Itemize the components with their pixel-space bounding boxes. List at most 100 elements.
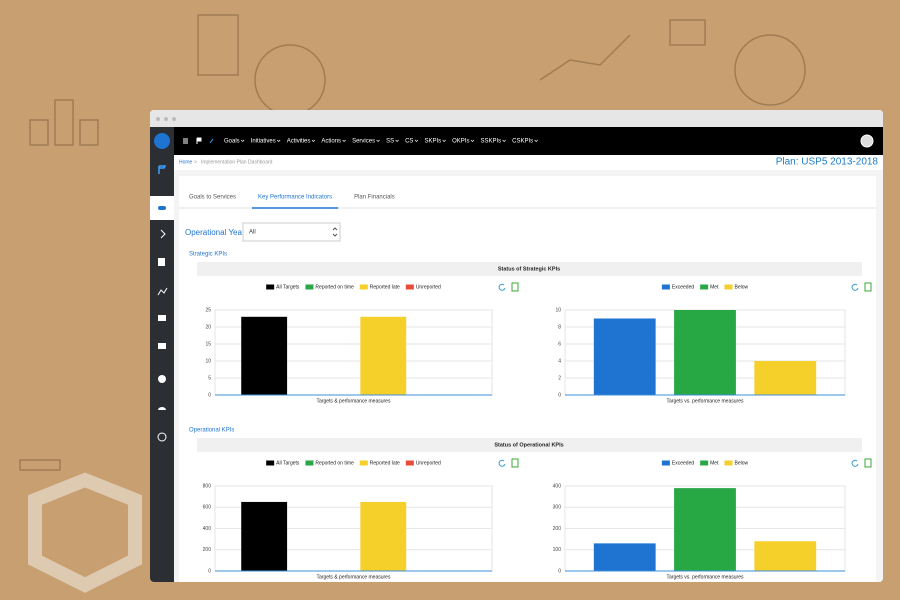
sidebar-icon[interactable] <box>158 315 166 321</box>
bar <box>360 501 407 571</box>
panel-title: Status of Strategic KPIs <box>498 266 560 272</box>
navbar <box>150 127 883 155</box>
nav-item[interactable]: CSKPIs <box>512 139 533 145</box>
nav-item[interactable]: Initiatives <box>251 139 276 145</box>
nav-caret <box>376 139 380 142</box>
y-tick-label: 600 <box>203 505 212 511</box>
legend-label: Unreported <box>416 284 441 290</box>
tab[interactable]: Plan Financials <box>354 195 395 201</box>
nav-item[interactable]: Services <box>352 139 375 145</box>
export-icon[interactable] <box>864 282 872 292</box>
export-icon[interactable] <box>511 458 519 468</box>
y-tick-label: 5 <box>208 375 211 381</box>
nav-caret <box>414 139 419 142</box>
sidebar-icon[interactable] <box>158 343 166 349</box>
legend-swatch <box>359 284 368 290</box>
refresh-icon[interactable] <box>498 459 506 467</box>
nav-item[interactable]: Activities <box>287 139 311 145</box>
legend-swatch <box>266 284 275 290</box>
nav-caret <box>311 139 316 142</box>
y-tick-label: 0 <box>208 392 211 398</box>
bar <box>754 541 817 571</box>
legend-label: Reported late <box>370 460 400 466</box>
legend: All Targets Reported on time Reported late… <box>266 284 441 290</box>
legend-label: All Targets <box>276 460 300 466</box>
legend-swatch <box>661 284 670 290</box>
tabs: Goals to Services Key Performance Indicat… <box>189 195 395 209</box>
y-tick-label: 8 <box>558 324 561 330</box>
legend-swatch <box>724 284 733 290</box>
legend-label: Below <box>734 460 748 466</box>
y-tick-label: 6 <box>558 341 561 347</box>
nav-item[interactable]: OKPIs <box>452 139 469 145</box>
tab[interactable]: Goals to Services <box>189 195 236 201</box>
logo-watermark <box>28 472 142 593</box>
legend-swatch <box>661 460 670 466</box>
nav-item[interactable]: Goals <box>224 139 240 145</box>
legend-swatch <box>266 460 275 466</box>
flag-icon[interactable] <box>196 137 202 144</box>
sidebar-icon[interactable] <box>158 165 167 174</box>
sidebar-icon[interactable] <box>158 258 165 266</box>
y-tick-label: 200 <box>203 547 212 553</box>
nav-caret <box>502 139 506 142</box>
menu-icon[interactable] <box>183 138 188 144</box>
refresh-icon[interactable] <box>851 283 859 291</box>
tab[interactable]: Key Performance Indicators <box>258 195 332 201</box>
window-dot <box>172 117 176 121</box>
export-icon[interactable] <box>511 282 519 292</box>
nav-caret <box>240 139 245 142</box>
window-titlebar <box>150 110 883 127</box>
user-avatar[interactable] <box>860 134 874 148</box>
refresh-icon[interactable] <box>851 459 859 467</box>
nav-item[interactable]: Actions <box>321 139 341 145</box>
legend-swatch <box>724 460 733 466</box>
bar <box>593 543 656 571</box>
breadcrumb-current: Implementation Plan Dashboard <box>201 159 273 165</box>
y-tick-label: 200 <box>553 526 562 532</box>
nav-item[interactable]: SSKPIs <box>480 139 501 145</box>
legend-label: Reported on time <box>315 284 354 290</box>
nav-caret <box>534 139 538 142</box>
filter-select[interactable] <box>242 222 341 242</box>
bar <box>241 316 288 395</box>
nav-item[interactable]: SS <box>386 139 394 145</box>
nav-item[interactable]: CS <box>405 139 413 145</box>
legend-label: Reported late <box>370 284 400 290</box>
bar <box>754 361 817 395</box>
legend-label: Met <box>710 460 719 466</box>
nav-item[interactable]: SKPIs <box>424 139 441 145</box>
bar <box>241 501 288 571</box>
legend-swatch <box>305 284 314 290</box>
sidebar-icon[interactable] <box>158 206 166 210</box>
pin-icon[interactable] <box>209 138 214 144</box>
x-axis-label: Targets & performance measures <box>317 574 391 580</box>
y-tick-label: 400 <box>203 526 212 532</box>
bar <box>674 310 736 395</box>
y-tick-label: 800 <box>203 483 212 489</box>
legend-label: All Targets <box>276 284 300 290</box>
background-sketches <box>19 14 806 471</box>
sidebar-icon[interactable] <box>160 229 166 239</box>
sidebar-icon[interactable] <box>158 407 166 410</box>
x-axis-label: Targets vs. performance measures <box>667 398 744 404</box>
export-icon[interactable] <box>864 458 872 468</box>
legend-swatch <box>359 460 368 466</box>
sidebar-icon[interactable] <box>157 287 168 296</box>
sidebar-icon[interactable] <box>158 375 166 383</box>
breadcrumb-link[interactable]: Home <box>179 159 193 165</box>
section-title: Operational KPIs <box>189 428 234 434</box>
y-tick-label: 25 <box>205 307 211 313</box>
refresh-icon[interactable] <box>498 283 506 291</box>
app-logo[interactable] <box>154 133 170 149</box>
y-tick-label: 15 <box>205 341 211 347</box>
sidebar-icon[interactable] <box>157 432 167 442</box>
panel-header <box>197 438 862 452</box>
y-tick-label: 10 <box>555 307 561 313</box>
legend-swatch <box>405 284 414 290</box>
legend-swatch <box>405 460 414 466</box>
legend-swatch <box>700 284 709 290</box>
legend-label: Exceeded <box>672 460 694 466</box>
